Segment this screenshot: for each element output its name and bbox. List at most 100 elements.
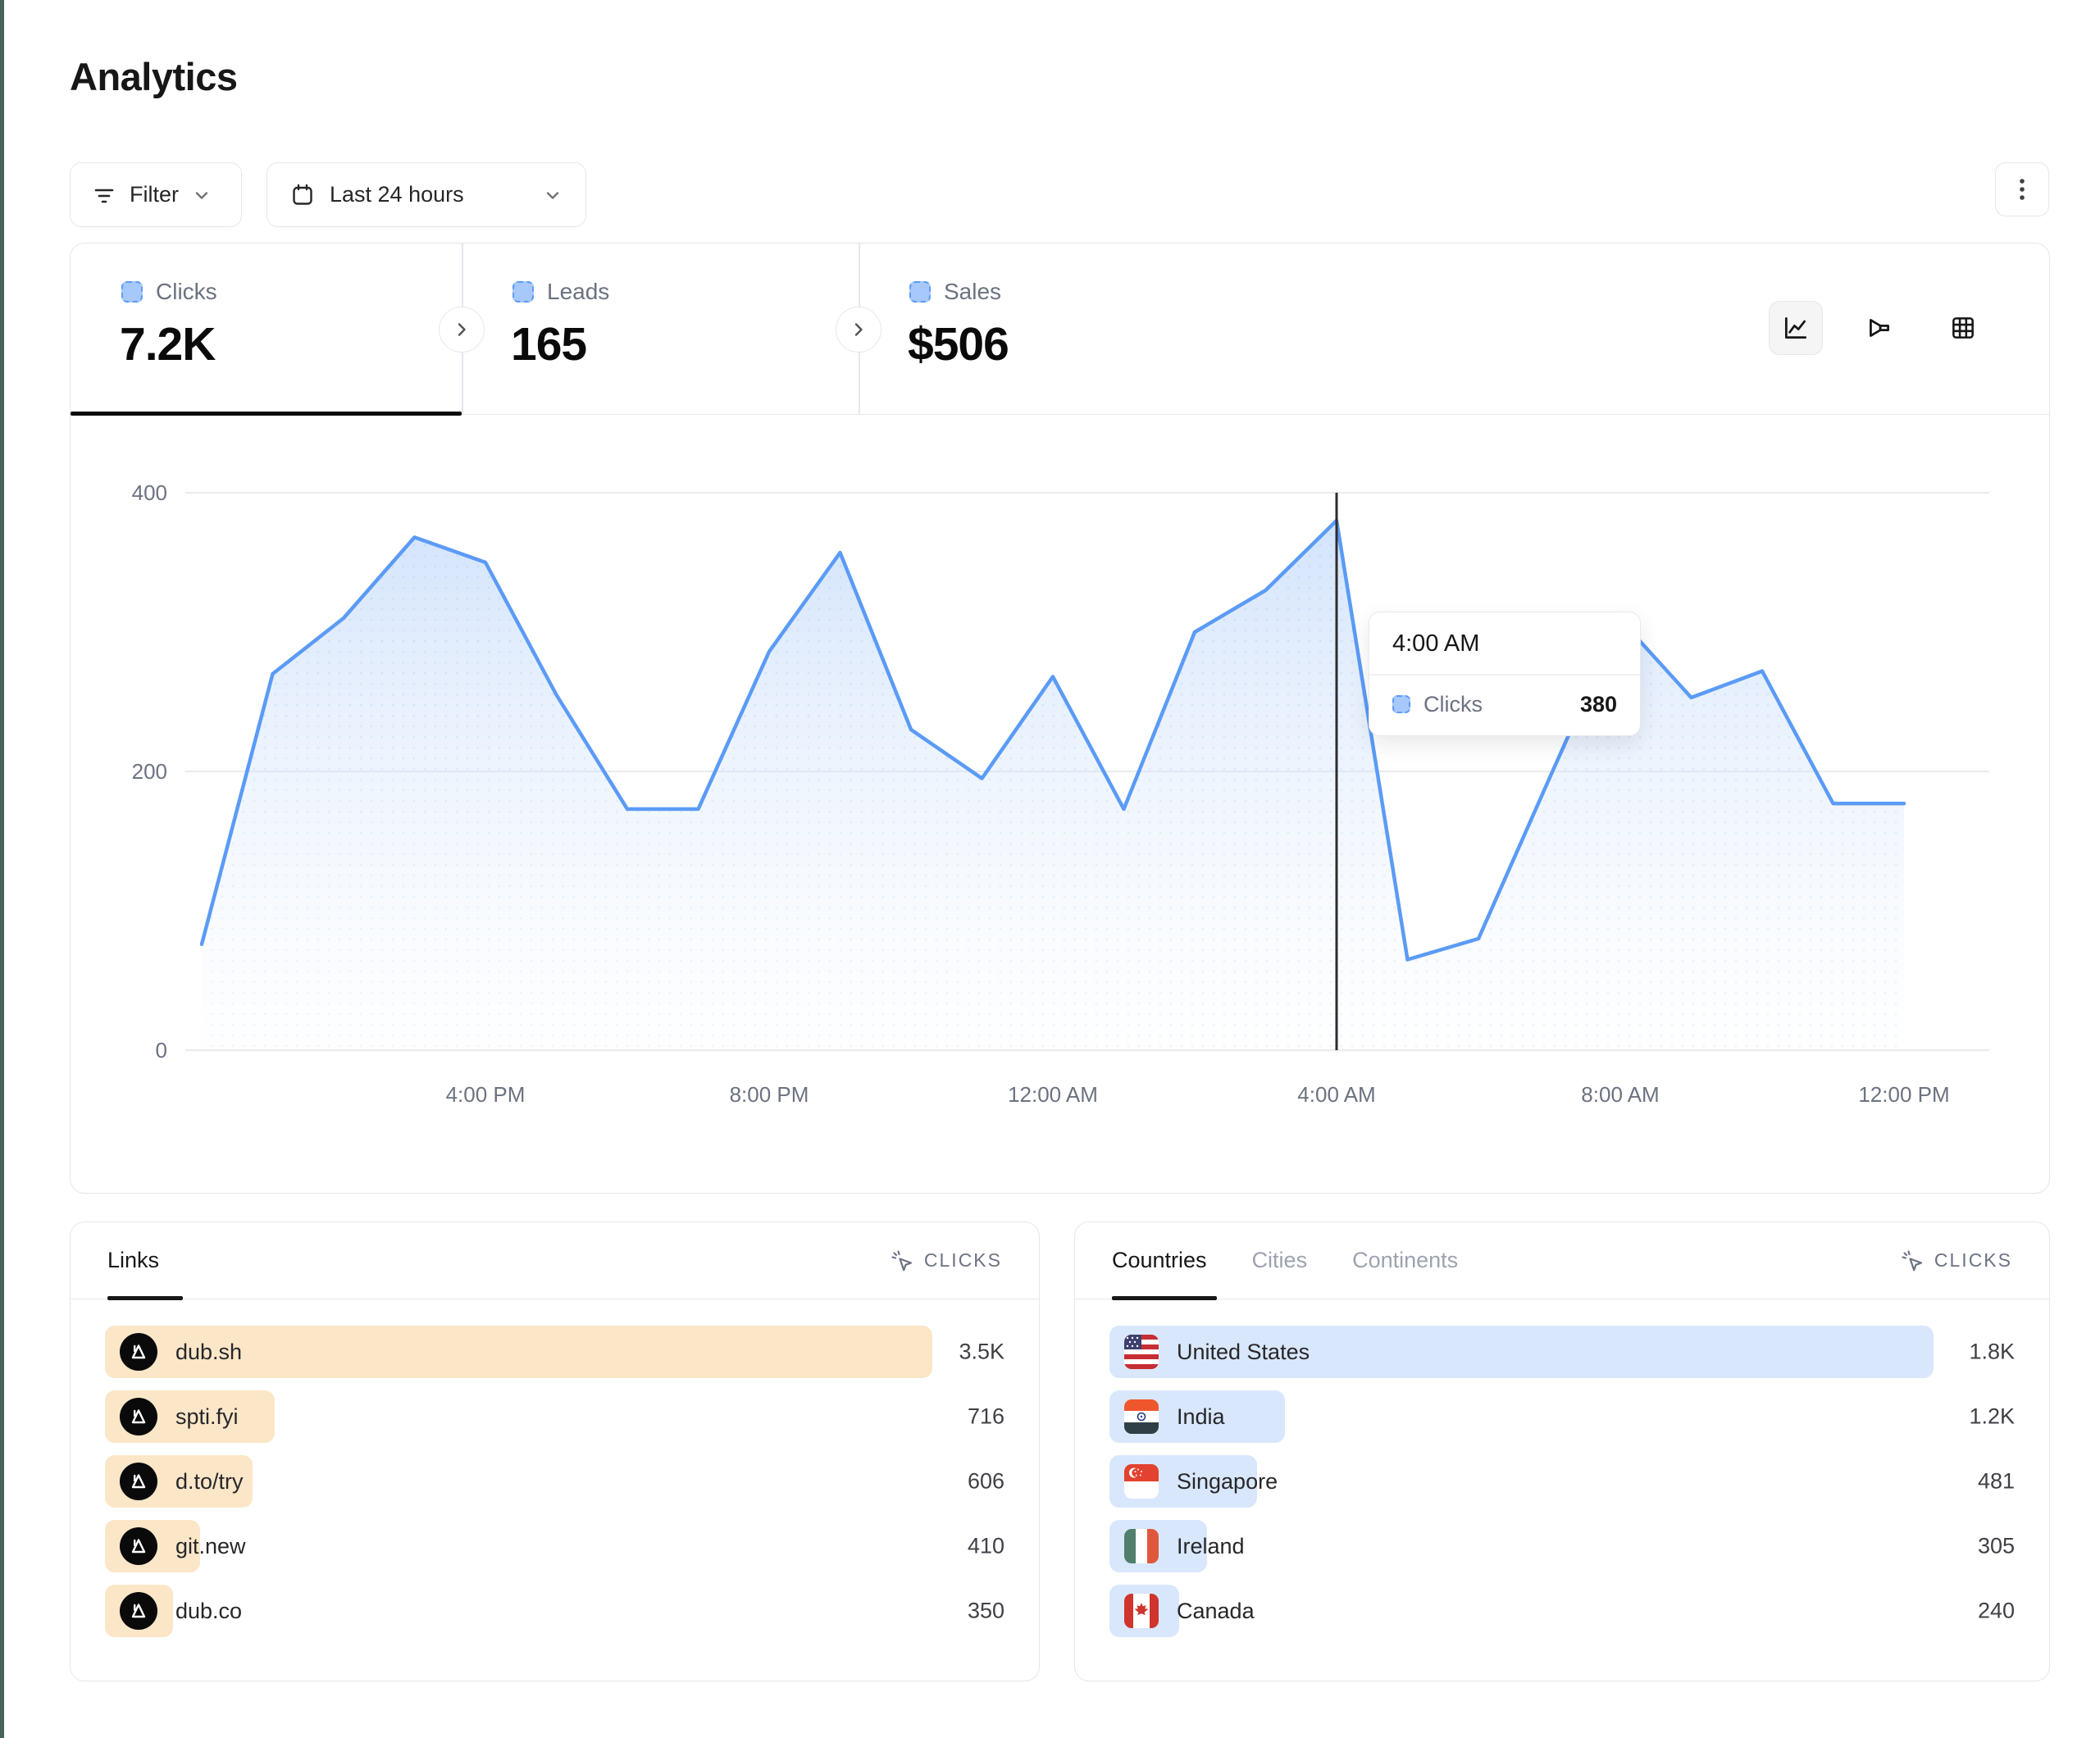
x-tick-label: 8:00 PM [730,1082,809,1107]
funnel-view-button[interactable] [1852,301,1906,355]
row-label: d.to/try [175,1468,244,1494]
row-value: 240 [1977,1598,2015,1623]
chevron-down-icon [192,185,212,205]
row-label: Ireland [1177,1533,1245,1558]
tab-clicks[interactable]: Clicks 7.2K [71,243,462,416]
page-title: Analytics [70,55,238,98]
funnel-icon [1870,319,1889,337]
row-value: 410 [967,1533,1004,1558]
row-value: 1.2K [1969,1404,2015,1429]
grid-icon [1952,317,1974,339]
y-tick-label: 200 [132,759,167,784]
filter-icon [92,183,116,207]
stat-value-leads: 165 [511,318,587,371]
links-active-tab-underline [107,1296,183,1300]
us-flag-icon [1124,1335,1159,1369]
countries-metric-label: CLICKS [1934,1249,2012,1271]
cursor-click-icon [891,1249,913,1271]
stat-value-clicks: 7.2K [120,318,216,371]
links-metric-label: CLICKS [923,1249,1002,1271]
date-range-button[interactable]: Last 24 hours [266,162,586,227]
row-value: 481 [1977,1468,2015,1494]
dub-favicon [120,1592,157,1630]
y-axis-labels: 0 200 400 [132,480,167,1062]
row-value: 1.8K [1969,1339,2015,1364]
chevron-down-icon [543,185,563,205]
table-row[interactable]: India 1.2K [1109,1390,2015,1443]
row-bar [1109,1326,1934,1378]
india-flag-icon [1124,1399,1159,1434]
tab-cities[interactable]: Cities [1251,1248,1308,1272]
row-value: 716 [967,1404,1004,1429]
calendar-icon [290,183,315,207]
countries-panel: Countries Cities Continents CLICKS Unite… [1074,1222,2050,1681]
y-tick-label: 400 [132,480,167,505]
countries-metric-selector[interactable]: CLICKS [1900,1249,2012,1273]
table-row[interactable]: United States 1.8K [1109,1326,2015,1378]
clicks-legend-chip [121,281,143,303]
stat-label-clicks: Clicks [156,279,217,304]
row-label: United States [1177,1339,1310,1364]
dub-favicon [120,1398,157,1435]
table-row[interactable]: spti.fyi 716 [105,1390,1004,1443]
chart-tooltip: 4:00 AM Clicks 380 [1369,612,1641,736]
y-tick-label: 0 [156,1038,167,1062]
expand-leads-button[interactable] [836,307,881,353]
row-label: dub.sh [175,1339,243,1364]
stat-label-leads: Leads [547,279,610,304]
line-chart-view-button[interactable] [1769,301,1823,355]
x-tick-label: 12:00 AM [1008,1082,1098,1107]
tab-continents[interactable]: Continents [1352,1248,1459,1272]
chevron-right-icon [458,323,466,336]
tooltip-divider [1369,674,1640,676]
row-label: India [1177,1404,1225,1429]
dub-favicon [120,1463,157,1500]
row-bar [105,1326,933,1378]
tooltip-legend-chip [1392,695,1410,713]
table-row[interactable]: d.to/try 606 [105,1455,1004,1508]
links-metric-selector[interactable]: CLICKS [890,1249,1002,1273]
tab-countries[interactable]: Countries [1112,1248,1207,1272]
clicks-time-series-chart[interactable]: 0 200 400 4:00 PM 8:00 PM 12:00 AM 4:00 AM 8:0… [71,415,2051,1193]
analytics-chart-card: Clicks 7.2K Leads 165 Sales $506 [70,243,2050,1194]
x-tick-label: 8:00 AM [1581,1082,1659,1107]
chevron-right-icon [854,323,863,336]
tooltip-time: 4:00 AM [1392,630,1480,657]
cursor-click-icon [1902,1249,1923,1271]
table-row[interactable]: Singapore 481 [1109,1455,2015,1508]
table-row[interactable]: dub.co 350 [105,1585,1004,1637]
countries-panel-header: Countries Cities Continents CLICKS [1075,1222,2049,1300]
row-label: Singapore [1177,1468,1278,1494]
row-label: spti.fyi [175,1404,239,1429]
expand-clicks-button[interactable] [439,307,485,353]
ireland-flag-icon [1124,1529,1159,1563]
stat-value-sales: $506 [908,318,1009,371]
filter-button[interactable]: Filter [70,162,242,227]
table-row[interactable]: git.new 410 [105,1520,1004,1572]
table-row[interactable]: dub.sh 3.5K [105,1326,1004,1378]
x-tick-label: 4:00 PM [446,1082,526,1107]
singapore-flag-icon [1124,1464,1159,1499]
area-dot-texture [202,521,1904,1050]
table-row[interactable]: Ireland 305 [1109,1520,2015,1572]
view-toggles [1769,301,1990,355]
links-rows: dub.sh 3.5K spti.fyi 716 d.to/try 606 git.new 4… [71,1299,1039,1637]
tab-leads[interactable]: Leads 165 [462,243,859,414]
tab-links[interactable]: Links [107,1248,160,1272]
countries-rows: United States 1.8K India 1.2K Singapore 481 Ir… [1075,1299,2049,1637]
dub-favicon [120,1527,157,1565]
x-tick-label: 4:00 AM [1297,1082,1375,1107]
row-value: 350 [967,1598,1004,1623]
table-view-button[interactable] [1936,301,1990,355]
sales-legend-chip [909,281,931,303]
row-label: dub.co [175,1598,243,1623]
active-tab-underline [71,412,462,416]
row-value: 3.5K [959,1339,1004,1364]
left-edge-strip [0,0,4,1738]
row-value: 305 [1977,1533,2015,1558]
row-value: 606 [967,1468,1004,1494]
tab-sales[interactable]: Sales $506 [859,243,1269,414]
date-range-label: Last 24 hours [330,182,464,207]
table-row[interactable]: Canada 240 [1109,1585,2015,1637]
more-options-button[interactable] [1995,162,2049,216]
